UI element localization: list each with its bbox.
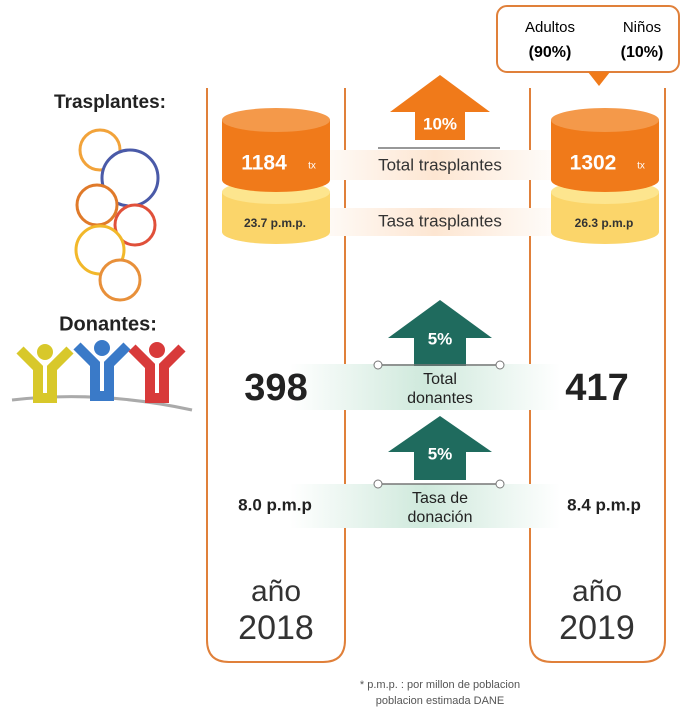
rate: 8.4 p.m.p xyxy=(567,495,641,514)
unit: tx xyxy=(637,161,645,172)
cylinder-2018 xyxy=(222,108,330,244)
arrow-up xyxy=(390,75,490,140)
callout-text: Niños xyxy=(623,19,661,36)
callout-text: Adultos xyxy=(525,19,575,36)
footnote: * p.m.p. : por millon de poblacion xyxy=(360,679,520,691)
value: 1302 xyxy=(570,152,617,175)
connector-dot xyxy=(373,479,383,489)
row-label: Tasa de xyxy=(412,490,468,507)
arrow-up xyxy=(388,416,492,480)
rate: 23.7 p.m.p. xyxy=(244,216,306,230)
year-label: año xyxy=(251,575,301,608)
callout-text: (90%) xyxy=(529,44,572,61)
connector-dot xyxy=(373,360,383,370)
section-label: Trasplantes: xyxy=(54,92,166,113)
band xyxy=(300,150,570,180)
callout-pointer xyxy=(588,72,610,86)
band xyxy=(300,208,570,236)
value: 398 xyxy=(244,367,307,409)
rate: 26.3 p.m.p xyxy=(575,216,634,230)
year-label: año xyxy=(572,575,622,608)
callout-text: (10%) xyxy=(621,44,664,61)
connector-dot xyxy=(495,479,505,489)
callout-box xyxy=(496,5,680,73)
year: 2019 xyxy=(559,609,635,647)
people-icons xyxy=(11,340,193,412)
value: 417 xyxy=(565,367,628,409)
unit: tx xyxy=(308,161,316,172)
row-label: Total xyxy=(423,371,457,388)
year: 2018 xyxy=(238,609,314,647)
footnote: poblacion estimada DANE xyxy=(376,695,504,707)
change-label: 5% xyxy=(428,329,453,348)
cylinder-2019 xyxy=(551,108,659,244)
organ-icons xyxy=(74,128,160,302)
row-label: Total trasplantes xyxy=(378,155,502,174)
column-2019 xyxy=(529,88,666,663)
connector-dot xyxy=(495,360,505,370)
rate: 8.0 p.m.p xyxy=(238,495,312,514)
arrow-up xyxy=(388,300,492,366)
band xyxy=(290,484,560,528)
change-label: 10% xyxy=(423,114,457,133)
band xyxy=(290,364,560,410)
value: 1184 xyxy=(241,152,287,175)
row-label: donantes xyxy=(407,390,473,407)
column-2018 xyxy=(206,88,346,663)
row-label: donación xyxy=(408,509,473,526)
section-label: Donantes: xyxy=(59,313,157,335)
row-label: Tasa trasplantes xyxy=(378,211,502,230)
change-label: 5% xyxy=(428,444,453,463)
